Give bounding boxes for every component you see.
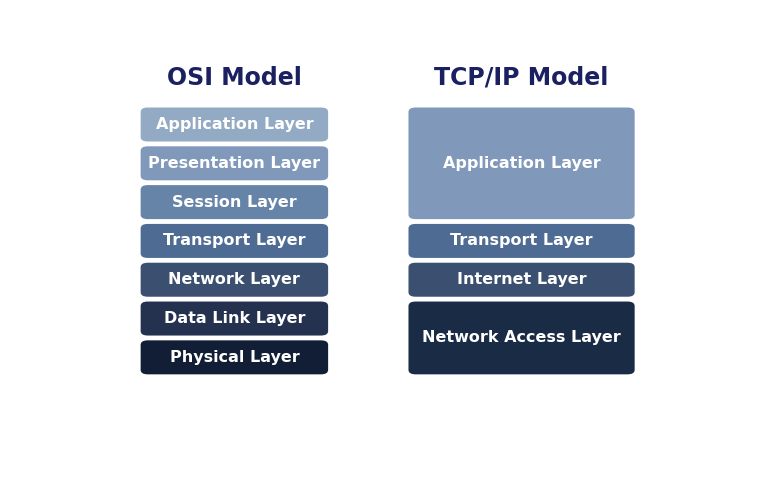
FancyBboxPatch shape (409, 301, 634, 374)
Text: Physical Layer: Physical Layer (170, 350, 300, 365)
FancyBboxPatch shape (141, 108, 328, 142)
FancyBboxPatch shape (141, 146, 328, 180)
FancyBboxPatch shape (141, 340, 328, 374)
Text: Network Layer: Network Layer (168, 272, 300, 287)
Text: TCP/IP Model: TCP/IP Model (435, 66, 609, 90)
Text: Transport Layer: Transport Layer (163, 233, 306, 249)
Text: Network Access Layer: Network Access Layer (422, 330, 621, 346)
Text: Presentation Layer: Presentation Layer (148, 156, 320, 171)
Text: Application Layer: Application Layer (442, 156, 601, 171)
FancyBboxPatch shape (141, 224, 328, 258)
Text: Internet Layer: Internet Layer (457, 272, 587, 287)
FancyBboxPatch shape (141, 185, 328, 219)
FancyBboxPatch shape (409, 108, 634, 219)
Text: Session Layer: Session Layer (172, 194, 296, 210)
Text: Application Layer: Application Layer (155, 117, 313, 132)
FancyBboxPatch shape (141, 263, 328, 297)
Text: Data Link Layer: Data Link Layer (164, 311, 305, 326)
Text: Transport Layer: Transport Layer (450, 233, 593, 249)
FancyBboxPatch shape (409, 224, 634, 258)
Text: OSI Model: OSI Model (167, 66, 302, 90)
FancyBboxPatch shape (141, 301, 328, 336)
FancyBboxPatch shape (409, 263, 634, 297)
